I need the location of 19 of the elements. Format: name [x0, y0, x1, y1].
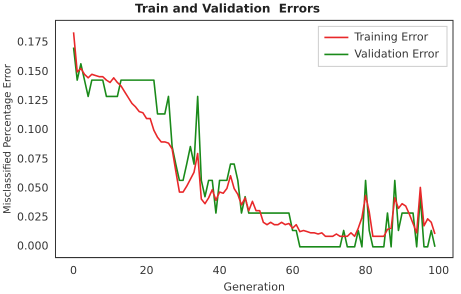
y-tick-label: 0.150 — [16, 64, 48, 78]
x-tick-label: 80 — [358, 264, 373, 278]
y-tick-label: 0.175 — [16, 36, 48, 49]
x-tick-label: 20 — [140, 264, 154, 278]
chart-title: Train and Validation Errors — [134, 1, 320, 16]
x-tick-label: 60 — [286, 264, 300, 278]
y-axis-title: Misclassified Percentage Error — [2, 63, 14, 214]
x-axis-title: Generation — [224, 280, 285, 294]
y-tick-label: 0.100 — [16, 123, 48, 136]
y-tick-label: 0.000 — [16, 240, 48, 253]
legend-label: Training Error — [353, 30, 429, 44]
y-tick-label: 0.050 — [16, 181, 48, 194]
y-tick-label: 0.125 — [16, 94, 48, 107]
y-tick-label: 0.025 — [16, 210, 48, 224]
x-tick-label: 100 — [428, 264, 450, 278]
legend-label: Validation Error — [354, 47, 440, 60]
y-tick-label: 0.075 — [16, 152, 48, 166]
x-tick-label: 40 — [212, 264, 227, 278]
x-tick-label: 0 — [70, 264, 78, 278]
